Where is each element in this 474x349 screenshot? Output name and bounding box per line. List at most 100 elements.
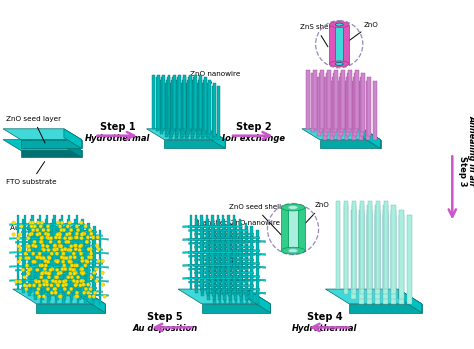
Polygon shape [224,251,231,254]
Polygon shape [205,255,212,257]
Circle shape [58,225,62,228]
Polygon shape [43,245,50,247]
Polygon shape [170,83,173,137]
Polygon shape [219,281,227,283]
Polygon shape [200,229,206,231]
Polygon shape [192,264,199,267]
Polygon shape [35,235,42,237]
Polygon shape [254,266,260,268]
Polygon shape [232,253,239,255]
Polygon shape [219,242,227,244]
Polygon shape [345,81,348,140]
Polygon shape [195,215,197,289]
Polygon shape [210,275,217,277]
Circle shape [84,259,88,263]
Polygon shape [209,259,216,261]
Circle shape [55,252,59,255]
Polygon shape [84,238,92,240]
Polygon shape [210,277,217,280]
Polygon shape [45,227,52,229]
Polygon shape [101,280,109,282]
Polygon shape [247,237,255,239]
Polygon shape [226,259,232,261]
Polygon shape [71,235,79,237]
Circle shape [54,236,58,239]
Polygon shape [215,225,222,228]
Polygon shape [81,276,88,279]
Polygon shape [206,292,213,294]
Polygon shape [38,287,45,289]
Polygon shape [208,225,215,228]
Polygon shape [39,215,41,289]
Polygon shape [40,252,47,254]
Polygon shape [64,276,71,279]
Polygon shape [361,73,365,132]
Circle shape [20,225,23,228]
Circle shape [12,221,16,224]
Polygon shape [201,250,207,252]
Circle shape [39,225,43,228]
Polygon shape [215,233,221,235]
Polygon shape [68,223,75,225]
Polygon shape [230,281,237,283]
Polygon shape [340,73,344,132]
Polygon shape [36,291,44,293]
Polygon shape [25,283,32,285]
Polygon shape [77,266,84,268]
Polygon shape [230,277,237,280]
Circle shape [51,279,55,283]
Polygon shape [39,237,46,239]
Circle shape [40,221,44,224]
Polygon shape [177,77,180,132]
Polygon shape [211,288,218,290]
Polygon shape [216,240,222,243]
Polygon shape [238,262,245,265]
Circle shape [76,228,80,232]
Polygon shape [39,266,46,268]
Polygon shape [72,238,79,240]
Polygon shape [41,223,48,225]
Polygon shape [194,233,201,235]
Polygon shape [200,246,207,248]
Polygon shape [61,237,68,239]
Polygon shape [71,227,73,300]
Polygon shape [203,80,206,134]
Circle shape [46,287,50,291]
Polygon shape [247,284,254,287]
Polygon shape [188,251,195,254]
Circle shape [80,236,83,240]
Polygon shape [203,264,210,267]
Polygon shape [73,223,75,296]
Polygon shape [237,233,245,235]
Circle shape [33,260,36,263]
Circle shape [36,287,40,291]
Polygon shape [55,294,62,296]
Polygon shape [209,268,216,270]
Polygon shape [26,237,34,239]
Circle shape [60,255,64,259]
Polygon shape [94,238,101,240]
Polygon shape [216,229,222,231]
Polygon shape [51,259,58,261]
Text: Au deposition: Au deposition [133,324,198,333]
Circle shape [75,291,79,295]
Circle shape [41,247,45,251]
Polygon shape [221,279,228,281]
Polygon shape [39,252,46,254]
Polygon shape [228,262,234,265]
Polygon shape [249,266,256,268]
Polygon shape [223,223,226,296]
Polygon shape [237,288,244,290]
Polygon shape [318,77,321,136]
Polygon shape [259,266,266,268]
Polygon shape [205,268,212,270]
Polygon shape [221,253,228,255]
Circle shape [90,255,93,259]
Polygon shape [224,277,231,280]
Polygon shape [211,250,218,252]
Circle shape [40,236,44,239]
Circle shape [12,233,16,236]
Circle shape [73,244,77,247]
Circle shape [75,232,79,236]
Polygon shape [215,238,222,241]
